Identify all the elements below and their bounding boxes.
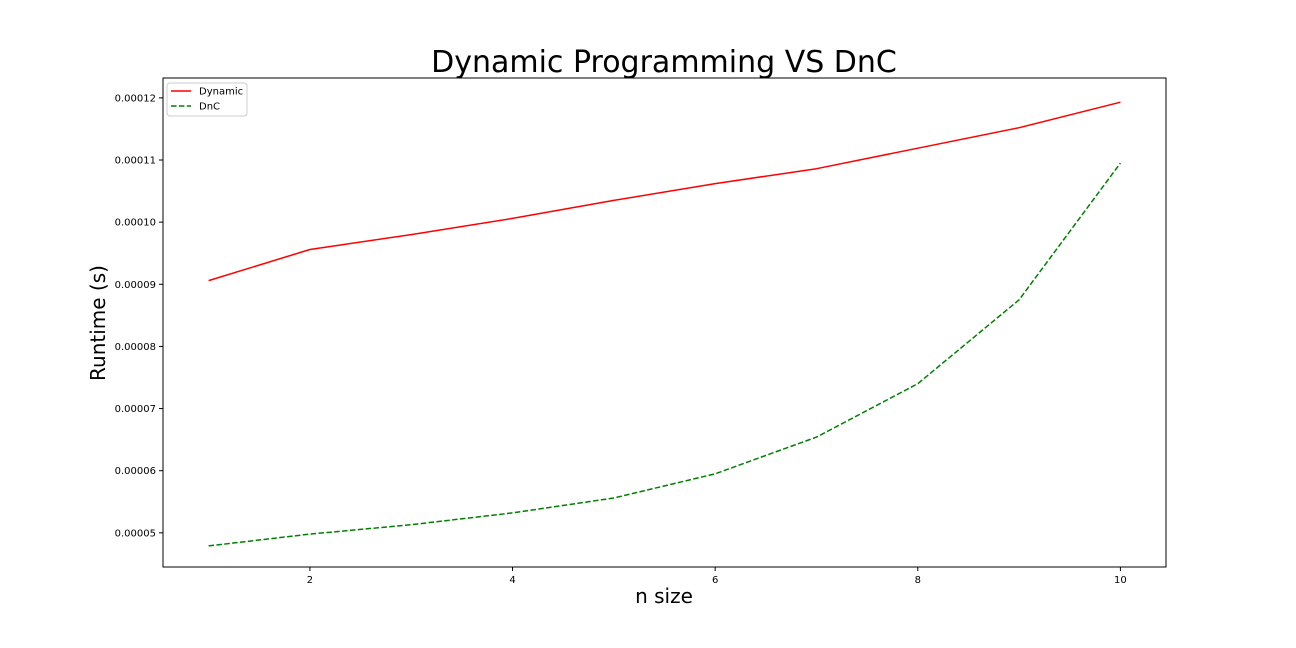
x-tick-label: 10	[1114, 575, 1127, 586]
legend: Dynamic DnC	[166, 82, 248, 117]
y-tick-label: 0.00007	[115, 404, 156, 415]
y-tick-label: 0.00008	[115, 342, 156, 353]
chart-title: Dynamic Programming VS DnC	[431, 45, 897, 80]
x-tick-label: 6	[712, 575, 718, 586]
y-tick-label: 0.00010	[115, 218, 156, 229]
axes-frame	[162, 77, 1167, 568]
x-tick-label: 2	[307, 575, 313, 586]
y-tick-label: 0.00005	[115, 528, 156, 539]
y-axis-title: Runtime (s)	[86, 265, 110, 381]
x-tick-label: 8	[915, 575, 921, 586]
plot-area	[208, 101, 1122, 547]
series-line-dnc	[208, 162, 1122, 547]
legend-label-dynamic: Dynamic	[199, 87, 243, 98]
y-axis: 0.00005 0.00006 0.00007 0.00008 0.00009 0.000…	[115, 93, 163, 539]
legend-label-dnc: DnC	[199, 102, 220, 113]
series-line-dynamic	[208, 101, 1121, 282]
y-tick-label: 0.00011	[115, 156, 156, 167]
x-axis: 2 4 6 8 10	[307, 567, 1127, 586]
x-tick-label: 4	[509, 575, 515, 586]
y-tick-label: 0.00012	[115, 93, 156, 104]
x-axis-title: n size	[635, 584, 693, 608]
y-tick-label: 0.00009	[115, 280, 156, 291]
y-tick-label: 0.00006	[115, 466, 156, 477]
